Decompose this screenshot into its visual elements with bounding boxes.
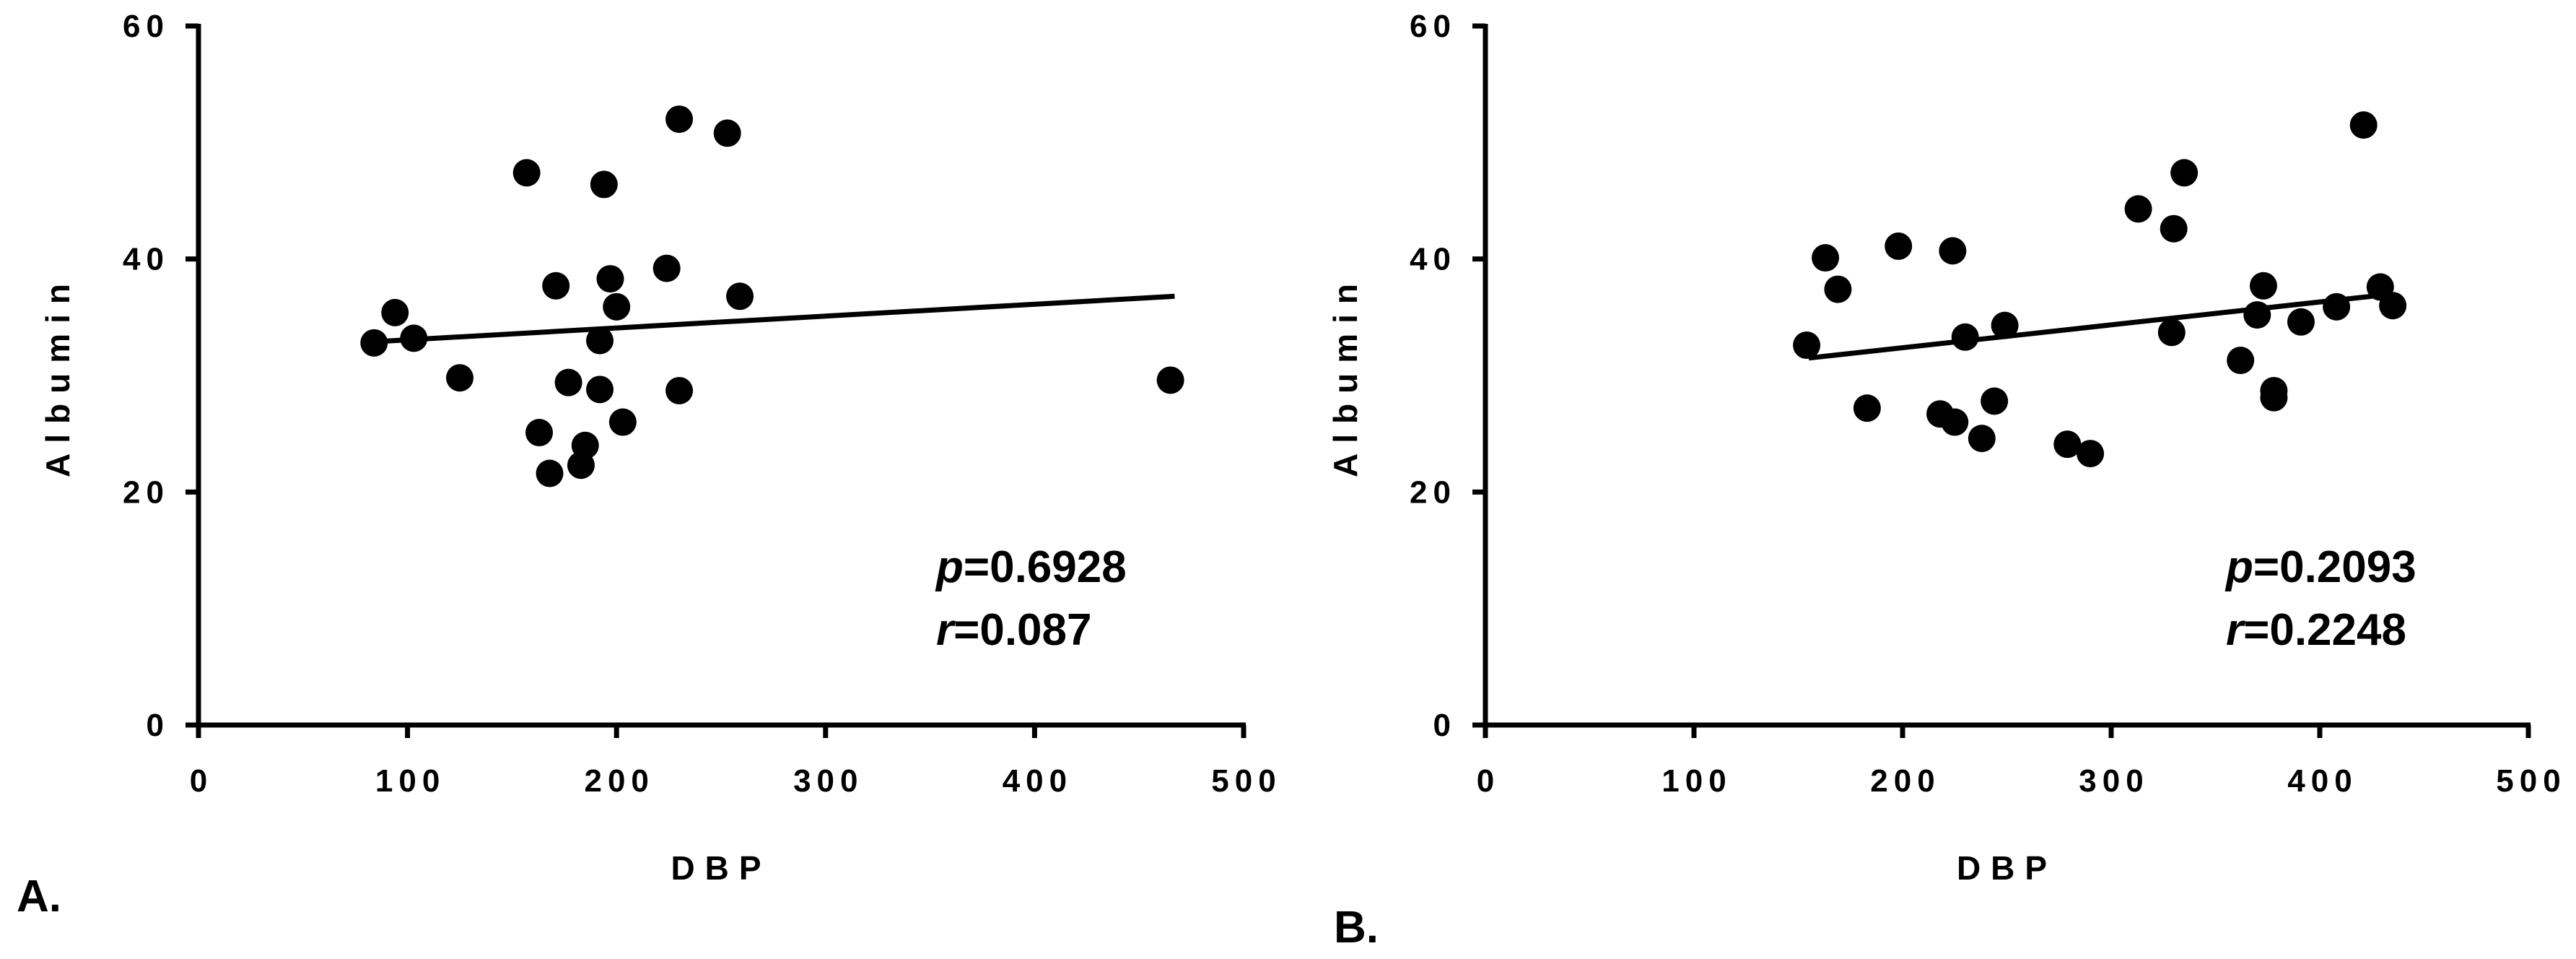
point [2379, 292, 2407, 320]
point [713, 119, 741, 147]
point [554, 368, 582, 396]
stat-annotation: p=0.2093 [2224, 542, 2416, 592]
point [512, 159, 541, 187]
y-tick-label: 40 [1410, 242, 1457, 277]
x-tick-label: 300 [2079, 763, 2149, 799]
point [1968, 425, 1996, 453]
point [400, 324, 428, 352]
fit-line [374, 293, 1175, 344]
point [665, 105, 694, 134]
stat-value: =0.087 [953, 605, 1091, 655]
x-tick-label: 0 [1477, 763, 1500, 799]
point [1951, 323, 1979, 351]
stat-value: =0.6928 [964, 542, 1127, 592]
stat-symbol: p [935, 542, 964, 592]
chart-panel: 0 20 40 60 0 100 200 300 400 500 DBP Albumin A. p=0.6… [17, 9, 1281, 921]
x-axis-label: DBP [671, 849, 771, 887]
point [665, 376, 694, 404]
y-tick-label: 0 [1433, 708, 1457, 743]
point [381, 298, 409, 326]
stat-value: =0.2248 [2243, 605, 2406, 655]
x-tick-label: 200 [1870, 763, 1940, 799]
y-axis-label: Albumin [39, 274, 77, 477]
point [2227, 347, 2255, 375]
point [2323, 292, 2351, 321]
point [1981, 387, 2009, 415]
stat-annotation: r=0.087 [936, 605, 1092, 655]
point [2170, 159, 2199, 187]
point [2053, 430, 2082, 459]
point [603, 292, 631, 321]
stat-symbol: r [2226, 605, 2245, 655]
point [542, 272, 570, 300]
point [586, 376, 614, 404]
point [596, 265, 624, 293]
point [525, 419, 554, 447]
point [1991, 311, 2019, 339]
point [1793, 331, 1821, 360]
point [652, 254, 681, 282]
point [1853, 394, 1881, 422]
x-tick-label: 400 [1003, 763, 1073, 799]
y-tick-label: 0 [147, 708, 170, 743]
point [446, 364, 473, 392]
x-tick-label: 500 [1211, 763, 1281, 799]
point [1939, 237, 1967, 265]
point [2077, 440, 2105, 468]
point [590, 170, 618, 199]
y-tick-label: 60 [123, 9, 170, 44]
point [2287, 308, 2315, 336]
x-axis-label: DBP [1957, 849, 2057, 887]
y-tick-label: 20 [123, 474, 170, 510]
point [2249, 272, 2277, 300]
point [360, 329, 388, 357]
point [1941, 408, 1969, 436]
stat-value: =0.2093 [2253, 542, 2416, 592]
stat-annotation: p=0.6928 [935, 542, 1127, 592]
stat-annotation: r=0.2248 [2226, 605, 2406, 655]
y-tick-label: 20 [1410, 474, 1457, 510]
point [1812, 244, 1840, 272]
point [2243, 301, 2271, 329]
point [2160, 214, 2188, 243]
x-tick-label: 400 [2287, 763, 2357, 799]
x-tick-label: 0 [190, 763, 213, 799]
point [586, 326, 614, 355]
point [1824, 275, 1852, 303]
stat-symbol: r [936, 605, 956, 655]
panel-label: A. [17, 872, 61, 921]
x-tick-label: 200 [584, 763, 654, 799]
point [1885, 232, 1913, 260]
point [2260, 376, 2288, 404]
x-tick-label: 100 [375, 763, 445, 799]
point [571, 431, 599, 459]
panel-label: B. [1334, 903, 1379, 953]
x-tick-label: 100 [1662, 763, 1732, 799]
x-tick-label: 500 [2496, 763, 2566, 799]
point [2349, 111, 2378, 139]
y-axis-label: Albumin [1327, 274, 1364, 477]
point [2157, 318, 2186, 347]
fit-line [1808, 291, 2393, 361]
y-tick-label: 40 [123, 242, 170, 277]
point [536, 459, 564, 487]
point [2124, 195, 2152, 223]
x-tick-label: 300 [793, 763, 863, 799]
point [726, 282, 754, 311]
point [608, 408, 637, 436]
stat-symbol: p [2224, 542, 2253, 592]
point [1156, 366, 1184, 394]
y-tick-label: 60 [1410, 9, 1457, 44]
